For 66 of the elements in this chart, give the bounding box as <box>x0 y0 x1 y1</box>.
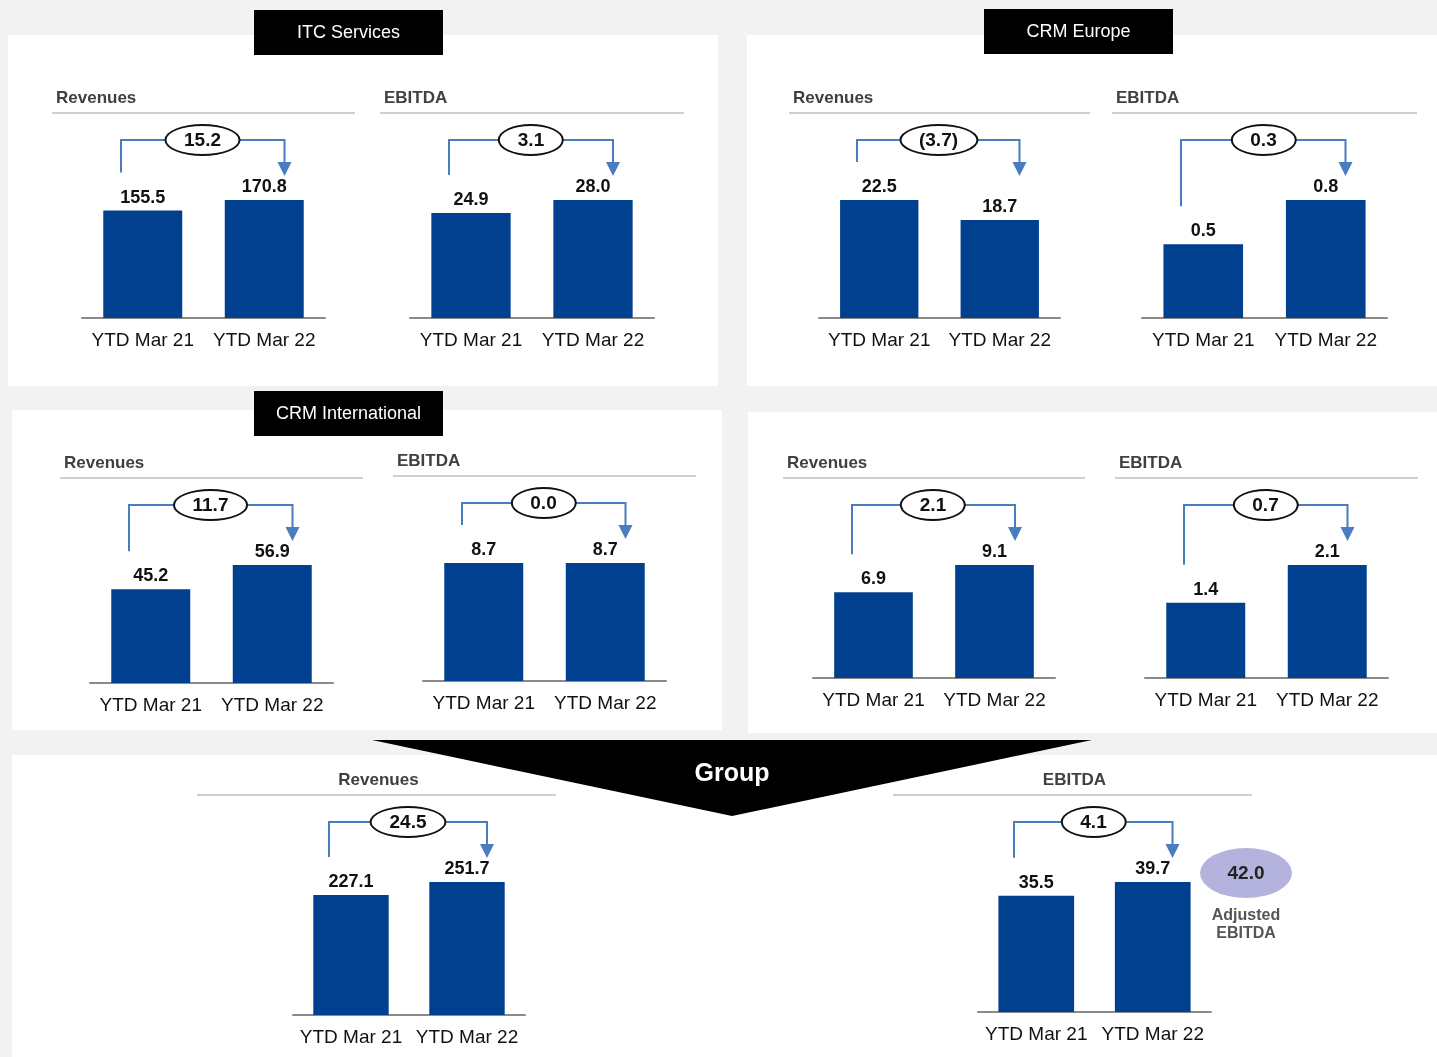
x-tick-label: YTD Mar 21 <box>828 329 931 350</box>
x-tick-label: YTD Mar 22 <box>1276 689 1379 710</box>
text: 0.7 <box>1232 489 1299 521</box>
x-tick-label: YTD Mar 22 <box>943 689 1046 710</box>
x-tick-label: YTD Mar 22 <box>541 329 645 350</box>
data-label: 2.1 <box>1314 541 1340 561</box>
text: 3.1 <box>497 124 565 156</box>
x-tick-label: YTD Mar 22 <box>1101 1023 1204 1044</box>
chart-title: Revenues <box>60 453 363 479</box>
x-tick-label: YTD Mar 22 <box>221 694 324 715</box>
text: 0.3 <box>1230 124 1297 156</box>
data-label: 39.7 <box>1135 858 1171 878</box>
data-label: 155.5 <box>120 186 166 207</box>
text: (3.7) <box>898 124 979 156</box>
text: 0.0 <box>510 487 577 519</box>
data-label: 45.2 <box>133 565 169 586</box>
data-label: 0.8 <box>1313 176 1339 196</box>
x-tick-label: YTD Mar 21 <box>1154 689 1257 710</box>
x-tick-label: YTD Mar 22 <box>1274 329 1377 350</box>
data-label: 6.9 <box>860 568 887 589</box>
chart-title: EBITDA <box>893 770 1252 796</box>
x-tick-label: YTD Mar 21 <box>985 1023 1088 1044</box>
x-tick-label: YTD Mar 22 <box>213 329 316 350</box>
data-label: 28.0 <box>575 176 611 196</box>
text: CRM Europe <box>984 9 1173 54</box>
data-label: 170.8 <box>241 176 287 196</box>
x-tick-label: YTD Mar 21 <box>419 329 523 350</box>
data-label: 24.9 <box>453 189 489 210</box>
data-label: 56.9 <box>254 541 290 561</box>
data-label: 35.5 <box>1018 871 1054 892</box>
x-tick-label: YTD Mar 21 <box>432 692 535 713</box>
chart-title: EBITDA <box>1112 88 1417 114</box>
chart-title: EBITDA <box>393 451 696 477</box>
x-tick-label: YTD Mar 22 <box>554 692 657 713</box>
x-tick-label: YTD Mar 21 <box>1152 329 1255 350</box>
text: Adjusted EBITDA <box>1210 906 1282 942</box>
data-label: 8.7 <box>592 539 618 559</box>
chart-title: EBITDA <box>1115 453 1418 479</box>
text: ITC Services <box>254 10 443 55</box>
text: Group <box>694 758 770 786</box>
x-tick-label: YTD Mar 21 <box>99 694 202 715</box>
chart-title: Revenues <box>197 770 556 796</box>
data-label: 1.4 <box>1193 578 1219 599</box>
text: CRM International <box>254 391 443 436</box>
x-tick-label: YTD Mar 21 <box>299 1026 403 1047</box>
data-label: 9.1 <box>981 541 1008 561</box>
text: 4.1 <box>1060 806 1127 838</box>
chart-title: Revenues <box>52 88 355 114</box>
text: 2.1 <box>899 489 967 521</box>
chart-title: Revenues <box>789 88 1090 114</box>
x-tick-label: YTD Mar 21 <box>91 329 194 350</box>
data-label: 0.5 <box>1190 220 1216 241</box>
data-label: 22.5 <box>861 176 897 196</box>
text: 24.5 <box>369 806 447 838</box>
data-label: 227.1 <box>328 871 374 891</box>
text: 11.7 <box>172 489 249 521</box>
x-tick-label: YTD Mar 22 <box>948 329 1051 350</box>
data-label: 18.7 <box>982 195 1018 216</box>
data-label: 251.7 <box>444 858 490 878</box>
x-tick-label: YTD Mar 22 <box>415 1026 519 1047</box>
x-tick-label: YTD Mar 21 <box>822 689 925 710</box>
chart-title: EBITDA <box>380 88 684 114</box>
text: 15.2 <box>164 124 241 156</box>
data-label: 8.7 <box>471 539 497 559</box>
text: 42.0 <box>1200 848 1292 898</box>
chart-title: Revenues <box>783 453 1085 479</box>
